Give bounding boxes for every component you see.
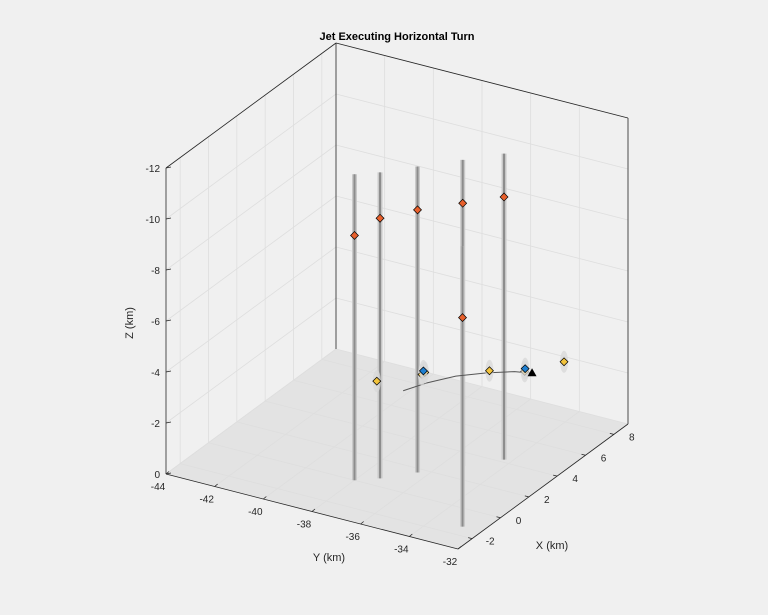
red-marker <box>375 213 385 223</box>
grid-line-11 <box>409 411 580 537</box>
z-tick-mark <box>165 268 172 271</box>
z-tick-mark <box>165 421 172 424</box>
z-tick-mark <box>165 472 172 475</box>
grid-line-36 <box>165 195 337 322</box>
y-tick-mark <box>311 508 316 512</box>
tick-labels: 0 -2 -4 -6 -8 -10 -12 -44 -42 -40 -38 -36 -34 -32 -2 0 2… <box>146 164 636 568</box>
x-tick-label: -2 <box>486 537 495 548</box>
x-tick-label: 6 <box>601 453 607 464</box>
grid-line-20 <box>335 348 629 425</box>
chart-title: Jet Executing Horizontal Turn <box>319 31 474 43</box>
y-tick-label: -42 <box>199 495 214 506</box>
y-axis-label: Y (km) <box>313 552 345 564</box>
z-tick-label: -10 <box>146 215 161 226</box>
z-tick-label: -4 <box>151 368 160 379</box>
blue-marker <box>418 366 428 376</box>
axes-panes <box>165 42 629 550</box>
x-tick-label: 2 <box>544 495 550 506</box>
z-axis-label: Z (km) <box>124 307 136 339</box>
y-tick-label: -36 <box>345 532 360 543</box>
red-marker <box>499 192 509 202</box>
x-tick-label: 4 <box>572 474 578 485</box>
grid-line-34 <box>165 297 337 424</box>
top-edge-left <box>165 42 337 169</box>
x-tick-mark <box>524 495 529 498</box>
yellow-marker <box>559 357 569 367</box>
z-tick-mark <box>165 217 172 220</box>
grid-line-37 <box>165 144 337 271</box>
z-tick-label: -2 <box>151 419 160 430</box>
red-marker <box>458 198 468 208</box>
y-tick-label: -32 <box>443 557 458 568</box>
x-tick-mark <box>553 474 558 477</box>
grid-line-38 <box>165 93 337 220</box>
grid-line-21 <box>335 297 629 374</box>
x-tick-label: 8 <box>629 432 635 443</box>
z-tick-mark <box>165 370 172 373</box>
x-tick-mark <box>581 453 586 456</box>
grid-line-9 <box>311 386 483 512</box>
top-edge-back <box>335 42 629 119</box>
x-tick-mark <box>496 516 501 519</box>
z-tick-label: 0 <box>154 470 160 481</box>
red-marker <box>413 205 422 215</box>
x-tick-mark <box>468 537 473 539</box>
y-tick-label: -40 <box>248 507 263 518</box>
grid-line-23 <box>335 195 629 272</box>
y-tick-label: -34 <box>394 545 409 556</box>
y-tick-mark <box>214 483 218 487</box>
x-axis-label: X (km) <box>536 540 568 552</box>
z-tick-mark <box>165 166 172 169</box>
y-tick-mark <box>263 496 267 500</box>
axes-box <box>165 42 629 550</box>
grid-line-25 <box>335 93 629 170</box>
y-tick-mark <box>360 521 364 525</box>
y-tick-mark <box>409 533 413 537</box>
x-tick-mark <box>609 433 614 435</box>
z-tick-label: -12 <box>146 164 161 175</box>
z-tick-label: -6 <box>151 317 160 328</box>
x-axis-line <box>457 423 629 550</box>
blue-marker <box>520 364 530 374</box>
grid-line-8 <box>263 373 434 500</box>
grid-line-24 <box>335 144 629 221</box>
y-tick-label: -38 <box>297 520 312 531</box>
grid-line-35 <box>165 246 337 373</box>
yellow-marker <box>485 366 494 376</box>
error-bars <box>352 153 507 527</box>
truth-marker <box>527 368 537 377</box>
z-tick-label: -8 <box>151 266 160 277</box>
data-markers <box>350 192 569 393</box>
y-tick-mark <box>457 546 462 550</box>
grid-line-33 <box>165 348 337 475</box>
z-tick-mark <box>165 319 172 322</box>
grid-line-22 <box>335 246 629 323</box>
y-tick-mark <box>165 471 170 475</box>
red-marker <box>350 230 359 240</box>
yellow-marker <box>372 376 382 386</box>
x-tick-label: 0 <box>516 516 522 527</box>
y-tick-label: -44 <box>151 482 166 493</box>
red-marker <box>458 313 467 323</box>
